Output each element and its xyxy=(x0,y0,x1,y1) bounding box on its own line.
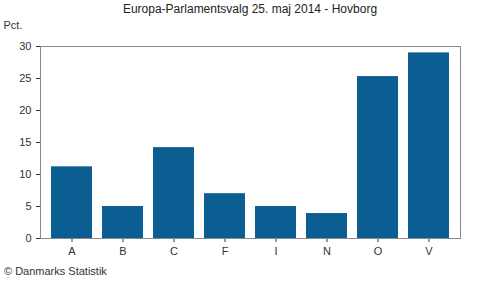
svg-text:15: 15 xyxy=(19,136,31,148)
svg-text:5: 5 xyxy=(25,200,31,212)
svg-text:B: B xyxy=(119,245,126,257)
html-text:© Danmarks Statistik: © Danmarks Statistik xyxy=(4,265,107,277)
svg-text:I: I xyxy=(274,245,277,257)
svg-text:0: 0 xyxy=(25,232,31,244)
svg-text:10: 10 xyxy=(19,168,31,180)
svg-text:Pct.: Pct. xyxy=(4,19,23,31)
svg-text:O: O xyxy=(374,245,383,257)
svg-text:F: F xyxy=(222,245,229,257)
html-text:Europa-Parlamentsvalg 25. maj: Europa-Parlamentsvalg 25. maj 2014 - Hov… xyxy=(122,2,378,16)
svg-text:V: V xyxy=(425,245,433,257)
svg-text:A: A xyxy=(68,245,76,257)
svg-text:C: C xyxy=(170,245,178,257)
svg-text:30: 30 xyxy=(19,40,31,52)
svg-text:20: 20 xyxy=(19,104,31,116)
svg-text:N: N xyxy=(323,245,331,257)
svg-text:25: 25 xyxy=(19,72,31,84)
